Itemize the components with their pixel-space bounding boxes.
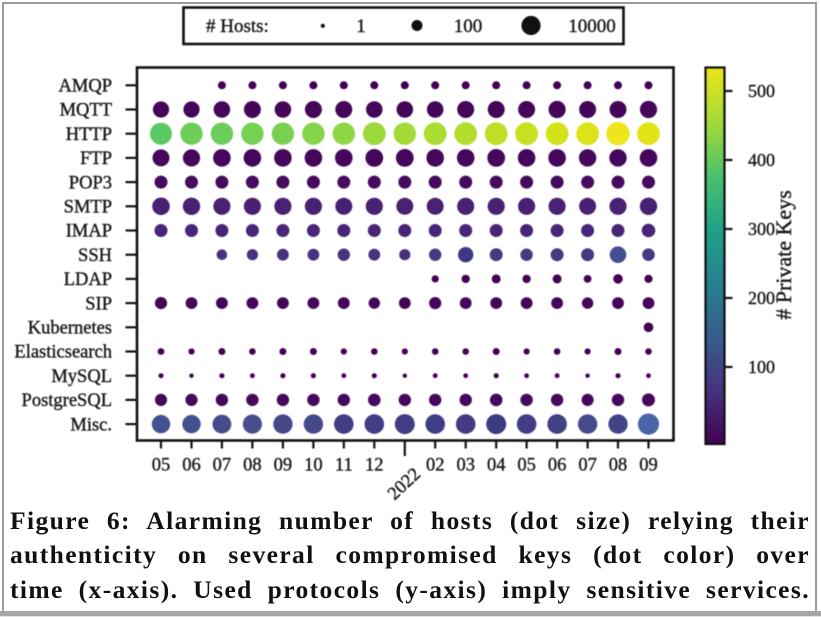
svg-text:LDAP: LDAP bbox=[64, 270, 112, 290]
svg-text:02: 02 bbox=[426, 456, 445, 476]
svg-text:SMTP: SMTP bbox=[64, 198, 112, 218]
svg-text:AMQP: AMQP bbox=[59, 77, 112, 97]
svg-text:100: 100 bbox=[454, 16, 483, 37]
svg-text:FTP: FTP bbox=[80, 149, 112, 169]
svg-text:PostgreSQL: PostgreSQL bbox=[22, 391, 112, 411]
svg-text:08: 08 bbox=[609, 456, 628, 476]
svg-text:IMAP: IMAP bbox=[66, 222, 112, 242]
svg-text:2022: 2022 bbox=[384, 465, 425, 505]
svg-text:200: 200 bbox=[748, 288, 775, 308]
svg-text:06: 06 bbox=[548, 456, 567, 476]
svg-text:Kubernetes: Kubernetes bbox=[28, 319, 112, 339]
svg-text:07: 07 bbox=[578, 456, 597, 476]
svg-text:300: 300 bbox=[748, 219, 775, 239]
svg-text:10: 10 bbox=[304, 456, 323, 476]
svg-text:MQTT: MQTT bbox=[60, 101, 112, 121]
svg-text:SIP: SIP bbox=[85, 294, 112, 314]
svg-text:# Private Keys: # Private Keys bbox=[771, 190, 796, 320]
svg-text:Misc.: Misc. bbox=[70, 415, 112, 435]
svg-text:400: 400 bbox=[748, 150, 775, 170]
svg-text:12: 12 bbox=[365, 456, 384, 476]
svg-text:500: 500 bbox=[748, 81, 775, 101]
svg-text:05: 05 bbox=[517, 456, 536, 476]
svg-text:11: 11 bbox=[335, 456, 353, 476]
svg-text:MySQL: MySQL bbox=[51, 367, 112, 387]
svg-text:# Hosts:: # Hosts: bbox=[206, 16, 269, 37]
svg-text:06: 06 bbox=[182, 456, 201, 476]
svg-text:POP3: POP3 bbox=[69, 173, 112, 193]
svg-text:Elasticsearch: Elasticsearch bbox=[14, 343, 112, 363]
svg-text:04: 04 bbox=[487, 456, 506, 476]
svg-text:SSH: SSH bbox=[78, 246, 112, 266]
svg-text:09: 09 bbox=[639, 456, 658, 476]
svg-text:1: 1 bbox=[356, 16, 366, 37]
svg-text:03: 03 bbox=[456, 456, 475, 476]
svg-text:10000: 10000 bbox=[568, 16, 616, 37]
svg-text:HTTP: HTTP bbox=[66, 125, 112, 145]
svg-text:05: 05 bbox=[152, 456, 171, 476]
svg-text:09: 09 bbox=[274, 456, 293, 476]
svg-text:100: 100 bbox=[748, 357, 775, 377]
svg-text:07: 07 bbox=[213, 456, 232, 476]
svg-text:08: 08 bbox=[243, 456, 262, 476]
